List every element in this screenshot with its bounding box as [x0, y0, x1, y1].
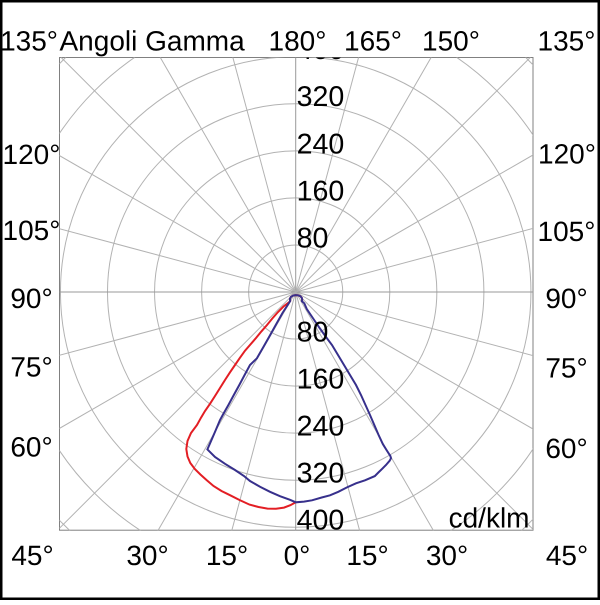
svg-text:30°: 30°: [426, 540, 468, 571]
svg-text:135°: 135°: [538, 26, 596, 57]
svg-text:80: 80: [297, 316, 329, 348]
svg-text:30°: 30°: [126, 540, 168, 571]
svg-text:400: 400: [297, 505, 345, 537]
svg-text:75°: 75°: [10, 352, 52, 383]
svg-text:160: 160: [297, 364, 345, 396]
svg-text:75°: 75°: [545, 353, 587, 384]
svg-text:150°: 150°: [422, 26, 480, 57]
svg-text:cd/klm: cd/klm: [449, 502, 530, 533]
svg-text:Angoli Gamma: Angoli Gamma: [60, 26, 246, 57]
svg-text:0°: 0°: [284, 540, 311, 571]
svg-text:135°: 135°: [0, 26, 58, 57]
svg-text:160: 160: [297, 175, 345, 207]
svg-text:15°: 15°: [206, 540, 248, 571]
svg-text:240: 240: [297, 411, 345, 443]
svg-text:400: 400: [297, 34, 345, 66]
svg-text:120°: 120°: [3, 139, 61, 170]
svg-text:90°: 90°: [10, 283, 52, 314]
svg-text:180°: 180°: [269, 26, 327, 57]
svg-text:320: 320: [297, 458, 345, 490]
svg-text:15°: 15°: [346, 540, 388, 571]
svg-text:240: 240: [297, 128, 345, 160]
svg-text:120°: 120°: [538, 139, 596, 170]
svg-text:60°: 60°: [10, 432, 52, 463]
svg-text:105°: 105°: [538, 216, 596, 247]
svg-text:320: 320: [297, 81, 345, 113]
svg-text:60°: 60°: [545, 433, 587, 464]
svg-text:45°: 45°: [546, 540, 588, 571]
svg-text:80: 80: [297, 222, 329, 254]
svg-text:165°: 165°: [344, 26, 402, 57]
svg-text:90°: 90°: [545, 283, 587, 314]
svg-text:45°: 45°: [11, 540, 53, 571]
svg-text:105°: 105°: [3, 215, 61, 246]
